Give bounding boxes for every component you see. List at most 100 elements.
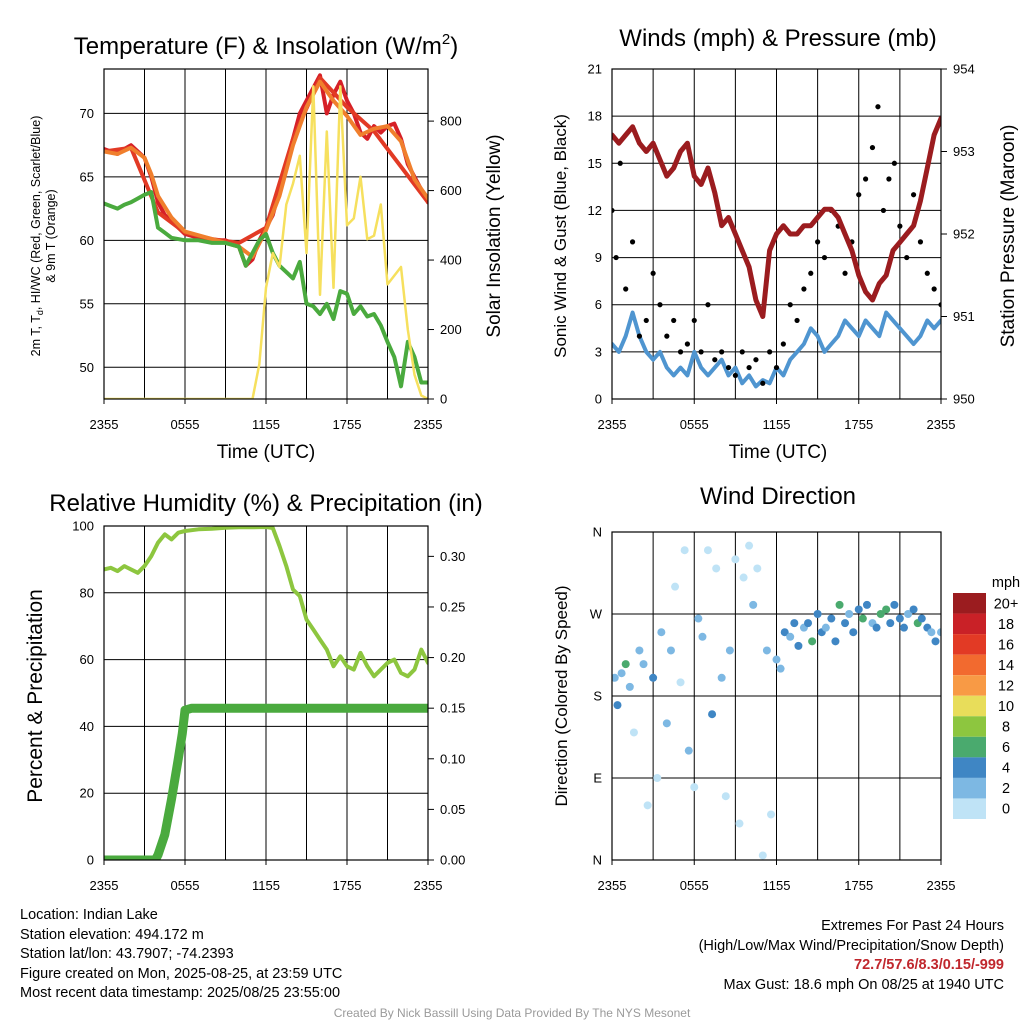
direction-point [917, 614, 926, 623]
gust-point [801, 286, 807, 292]
direction-point [776, 664, 785, 673]
colorbar-label: 10 [998, 699, 1014, 715]
colorbar-swatch [953, 593, 986, 614]
gust-point [612, 207, 615, 214]
direction-point [780, 628, 789, 637]
gust-point [891, 160, 897, 166]
gust-point [753, 357, 759, 363]
direction-point [882, 605, 891, 614]
temperature-title: Temperature (F) & Insolation (W/m2) [74, 31, 458, 60]
direction-point [854, 605, 863, 614]
direction-point [621, 660, 630, 669]
direction-xtick-label: 0555 [680, 878, 709, 893]
gust-point [917, 239, 924, 245]
winds-ytick-label: 6 [595, 297, 602, 312]
credit-text: Created By Nick Bassill Using Data Provi… [333, 1006, 691, 1020]
direction-point [794, 641, 803, 650]
direction-point [698, 632, 707, 641]
direction-ytick-label: N [593, 853, 602, 868]
humidity-y2tick-label: 0.30 [440, 549, 465, 564]
humidity-y2tick-label: 0.05 [440, 802, 465, 817]
gust-point [677, 349, 684, 355]
direction-point [758, 851, 767, 860]
direction-point [717, 673, 726, 682]
direction-point [739, 573, 748, 582]
latlon-text: Station lat/lon: 43.7907; -74.2393 [20, 946, 234, 962]
temperature-y2tick-label: 600 [440, 183, 462, 198]
winds-y2tick-label: 950 [953, 392, 975, 407]
humidity-y2tick-label: 0.25 [440, 599, 465, 614]
station-pressure-line [612, 116, 941, 319]
temperature-y2tick-label: 800 [440, 114, 462, 129]
humidity-xtick-label: 2355 [414, 878, 443, 893]
direction-point [725, 646, 734, 655]
colorbar-label: 12 [998, 678, 1014, 694]
gust-point [924, 270, 930, 276]
direction-point [617, 669, 626, 678]
winds-ytick-label: 18 [588, 109, 602, 124]
direction-title: Wind Direction [700, 483, 856, 510]
gust-point [760, 380, 766, 386]
gust-point [875, 104, 881, 110]
direction-point [904, 610, 913, 618]
winds-y2tick-label: 953 [953, 144, 975, 159]
direction-point [735, 819, 744, 828]
direction-point [813, 610, 822, 618]
humidity-plot-frame [103, 525, 429, 861]
gust-point [739, 349, 745, 355]
colorbar-label: 0 [1002, 802, 1010, 818]
gust-point [808, 270, 814, 276]
direction-point [649, 673, 658, 682]
gust-point [910, 192, 917, 198]
colorbar-title: mph [992, 575, 1020, 591]
humidity-xtick-label: 1755 [333, 878, 362, 893]
gust-point [691, 317, 697, 324]
direction-point [835, 600, 844, 609]
temperature-y2label: Solar Insolation (Yellow) [484, 134, 505, 337]
direction-point [827, 614, 836, 623]
9m-t-line [104, 79, 428, 259]
created-text: Figure created on Mon, 2025-08-25, at 23… [20, 965, 343, 982]
winds-xlabel: Time (UTC) [729, 442, 828, 463]
station-info: Location: Indian Lake Station elevation:… [20, 906, 342, 1004]
temperature-y2tick-label: 200 [440, 322, 462, 337]
direction-point [671, 582, 680, 591]
direction-point [653, 774, 662, 782]
winds-ytick-label: 9 [595, 250, 602, 265]
direction-point [895, 614, 904, 623]
gust-point [705, 302, 711, 308]
direction-plot-frame [611, 531, 942, 861]
direction-point [657, 628, 666, 637]
extremes-legend: (High/Low/Max Wind/Precipitation/Snow De… [698, 937, 1004, 954]
direction-ytick-label: S [593, 689, 602, 704]
colorbar-label: 4 [1002, 761, 1010, 777]
colorbar-swatch [953, 695, 986, 717]
colorbar-swatch [953, 654, 986, 676]
gust-point [773, 364, 780, 371]
direction-point [858, 614, 867, 623]
temperature-xtick-label: 2355 [90, 417, 119, 432]
winds-xtick-label: 2355 [927, 417, 956, 432]
winds-y2label: Station Pressure (Maroon) [998, 125, 1019, 348]
gust-point [880, 207, 887, 214]
direction-point [625, 682, 634, 691]
direction-point [753, 564, 762, 573]
direction-point [613, 701, 622, 710]
gust-point [787, 302, 793, 308]
colorbar-swatch [953, 613, 986, 635]
winds-xtick-label: 1755 [844, 417, 873, 432]
direction-point [712, 564, 721, 573]
temperature-series-group [104, 73, 428, 399]
colorbar-swatch [953, 675, 986, 696]
direction-point [841, 619, 850, 628]
colorbar-label: 8 [1002, 720, 1010, 736]
direction-point [639, 660, 648, 669]
precipitation-line [104, 703, 428, 860]
winds-y2tick-label: 951 [953, 309, 975, 324]
gust-point [657, 302, 663, 308]
gust-point [719, 349, 725, 355]
direction-xtick-label: 2355 [927, 878, 956, 893]
winds-ylabel: Sonic Wind & Gust (Blue, Black) [551, 114, 570, 358]
colorbar-label: 2 [1002, 781, 1010, 797]
humidity-ylabel: Percent & Precipitation [24, 589, 47, 803]
